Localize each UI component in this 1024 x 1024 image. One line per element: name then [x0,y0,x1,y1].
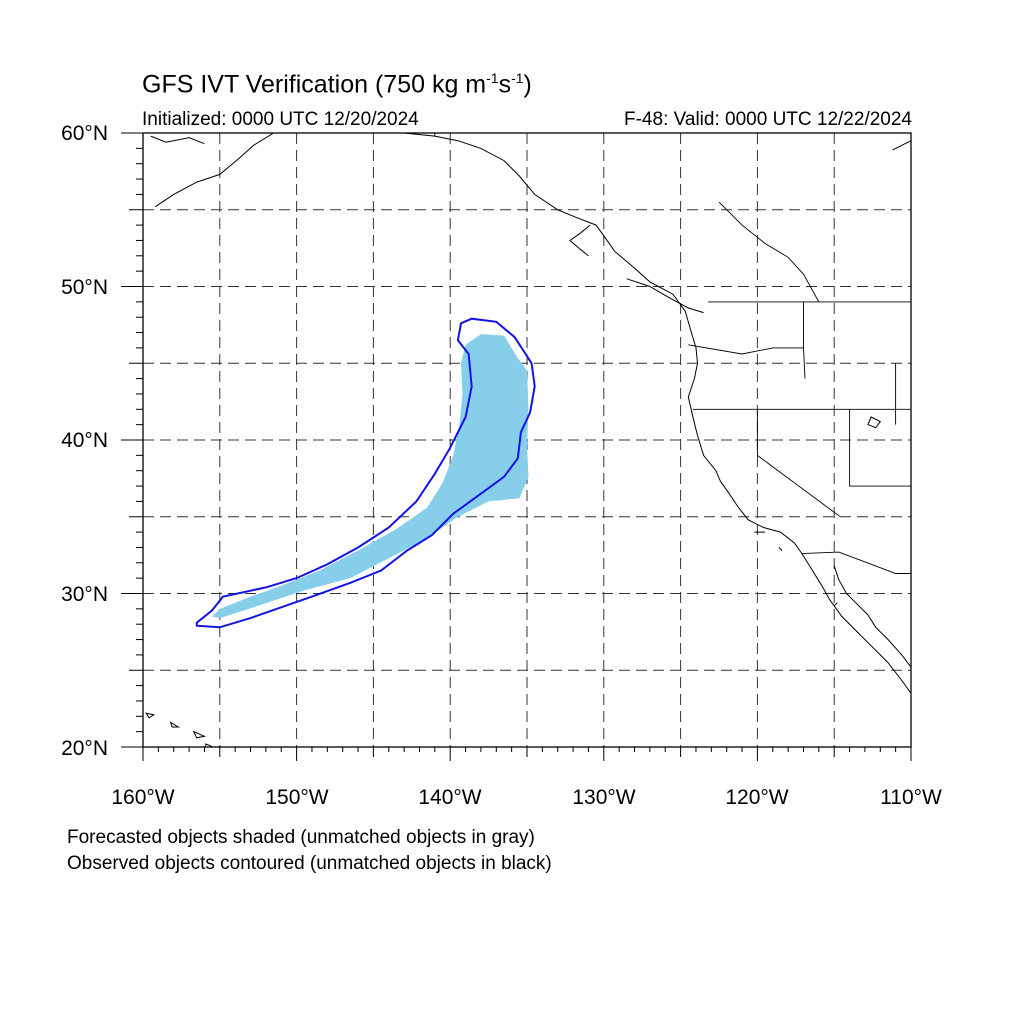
lat-label-40: 40°N [61,429,108,452]
lat-label-20: 20°N [61,737,108,760]
observed-object-contour [195,317,536,629]
coastlines-and-borders [145,133,911,747]
lon-label-150w: 150°W [265,786,329,809]
coastline [569,224,591,257]
forecast-legend-note: Forecasted objects shaded (unmatched obj… [67,827,535,848]
coastline [626,278,704,314]
coastline [342,133,911,694]
political-border [756,409,841,518]
valid-label: F-48: Valid: 0000 UTC 12/22/2024 [624,109,912,130]
observed-legend-note: Observed objects contoured (unmatched ob… [67,853,552,874]
lon-label-110w: 110°W [880,786,942,809]
coastline [833,565,911,668]
political-border [718,201,820,303]
lat-label-50: 50°N [61,276,108,299]
island [192,730,207,739]
coastline [155,133,274,208]
political-border [801,551,911,574]
political-border [849,409,911,487]
initialized-label: Initialized: 0000 UTC 12/20/2024 [142,109,419,130]
lon-label-130w: 130°W [572,786,636,809]
lon-label-160w: 160°W [111,786,175,809]
island [169,721,181,728]
island [145,712,156,719]
axis-ticks [121,132,912,761]
lon-label-120w: 120°W [725,786,789,809]
lat-label-30: 30°N [61,583,108,606]
lake [867,416,882,429]
political-border [688,344,804,355]
coastline [150,135,205,145]
island [833,602,838,607]
island [778,547,783,551]
forecast-object [212,334,529,619]
political-border [803,301,806,379]
map-frame [142,132,912,748]
coastline [892,140,911,151]
map-title: GFS IVT Verification (750 kg m-1s-1) [142,70,532,99]
lon-label-140w: 140°W [418,786,482,809]
lat-label-60: 60°N [61,122,108,145]
